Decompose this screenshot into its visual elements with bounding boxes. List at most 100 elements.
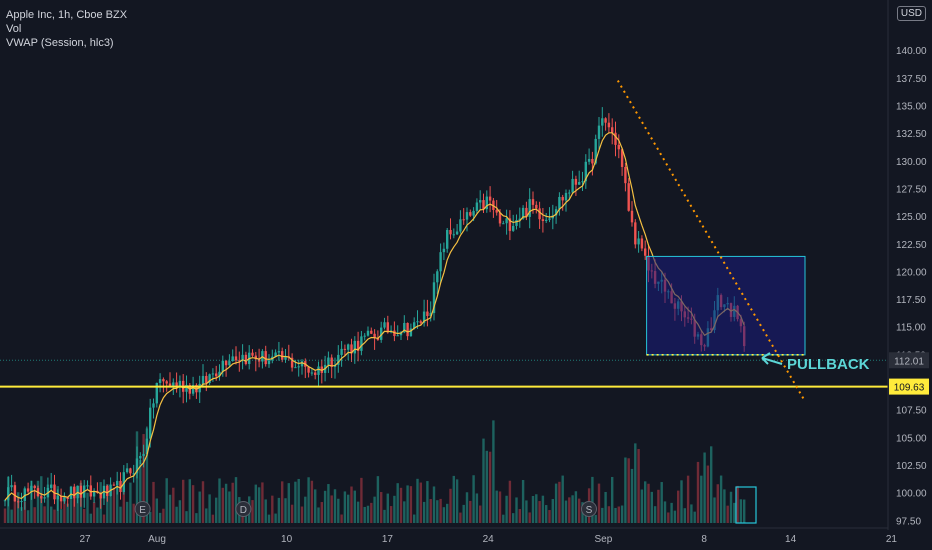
volume-bar: [498, 491, 502, 523]
price-tick-label: 130.00: [896, 157, 927, 168]
volume-bar: [33, 507, 36, 523]
vwap-indicator-label[interactable]: VWAP (Session, hlc3): [6, 37, 114, 49]
candle-body: [228, 361, 231, 366]
volume-bar: [69, 496, 73, 523]
volume-bar: [370, 502, 373, 523]
candle-body: [584, 161, 587, 182]
volume-bar: [168, 494, 172, 523]
volume-bar: [277, 497, 281, 523]
volume-bar: [442, 507, 446, 523]
volume-bar: [53, 509, 56, 523]
volume-bar: [455, 479, 459, 523]
volume-bar: [211, 514, 215, 523]
candle-body: [413, 322, 416, 329]
price-tick-label: 135.00: [896, 102, 927, 113]
candle-body: [135, 458, 139, 474]
volume-bar: [683, 508, 686, 523]
volume-bar: [508, 480, 512, 523]
volume-bar: [561, 475, 564, 523]
candle-body: [63, 497, 66, 502]
volume-bar: [366, 505, 370, 523]
candle-body: [125, 468, 129, 473]
candle-body: [33, 485, 36, 489]
volume-bar: [314, 489, 317, 523]
volume-bar: [63, 495, 66, 523]
candle-body: [86, 485, 89, 487]
candle-body: [360, 336, 363, 351]
candle-body: [356, 340, 360, 351]
volume-bar: [290, 504, 294, 523]
candle-body: [221, 360, 224, 372]
volume-bar: [409, 486, 413, 523]
candle-body: [350, 344, 353, 354]
candle-body: [449, 229, 452, 235]
candle-body: [363, 335, 366, 337]
volume-bar: [413, 514, 416, 523]
price-tick-label: 115.00: [896, 323, 926, 334]
volume-bar: [132, 503, 135, 523]
volume-bar: [26, 510, 30, 523]
volume-bar: [703, 452, 706, 523]
candle-body: [505, 218, 508, 224]
volume-bar: [393, 495, 396, 523]
volume-indicator-label[interactable]: Vol: [6, 23, 22, 35]
volume-bar: [554, 483, 558, 523]
candle-body: [277, 351, 281, 353]
currency-button[interactable]: USD: [896, 6, 926, 21]
volume-bar: [696, 461, 700, 523]
volume-bar: [224, 483, 228, 523]
candle-body: [591, 158, 594, 164]
volume-bar: [182, 479, 185, 523]
candle-body: [446, 229, 449, 249]
volume-bar: [251, 500, 254, 523]
time-tick-label: 14: [785, 534, 797, 545]
volume-bar: [231, 482, 234, 523]
symbol-title[interactable]: Apple Inc, 1h, Cboe BZX: [6, 9, 128, 21]
volume-bar: [116, 482, 119, 523]
volume-bar: [416, 478, 419, 523]
volume-bar: [677, 490, 680, 523]
volume-bar: [264, 499, 267, 523]
volume-bar: [10, 509, 13, 523]
price-tick-label: 97.50: [896, 516, 921, 527]
candle-body: [251, 352, 254, 356]
volume-bar: [50, 506, 53, 523]
volume-bar: [191, 485, 195, 523]
volume-bar: [333, 489, 337, 523]
candle-body: [432, 282, 436, 314]
price-tick-label: 137.50: [896, 74, 927, 85]
event-marker-label: D: [240, 505, 247, 516]
candle-body: [10, 485, 13, 488]
candle-body: [637, 238, 640, 245]
volume-bar: [343, 491, 347, 523]
volume-bar: [102, 514, 106, 523]
volume-bar: [627, 458, 630, 523]
candle-body: [383, 322, 386, 328]
volume-bar: [386, 493, 389, 523]
candle-body: [79, 485, 83, 498]
volume-bar: [208, 494, 211, 523]
vwap-path: [4, 132, 745, 501]
volume-bar: [653, 506, 657, 523]
volume-bar: [109, 491, 112, 523]
candle-body: [538, 208, 541, 220]
volume-bar: [541, 495, 545, 523]
candle-body: [393, 330, 396, 337]
volume-bar: [535, 494, 538, 523]
volume-bar: [452, 475, 455, 523]
candle-body: [627, 183, 630, 211]
candle-body: [601, 118, 604, 126]
volume-bar: [716, 484, 719, 523]
candle-body: [528, 199, 531, 217]
volume-bar: [479, 505, 482, 523]
volume-bar: [317, 507, 320, 523]
candle-body: [297, 366, 300, 368]
volume-bar: [297, 478, 300, 523]
volume-bar: [459, 512, 462, 523]
candle-body: [581, 181, 584, 183]
volume-bar: [86, 492, 89, 523]
candle-body: [149, 407, 152, 439]
volume-bar: [469, 500, 472, 523]
